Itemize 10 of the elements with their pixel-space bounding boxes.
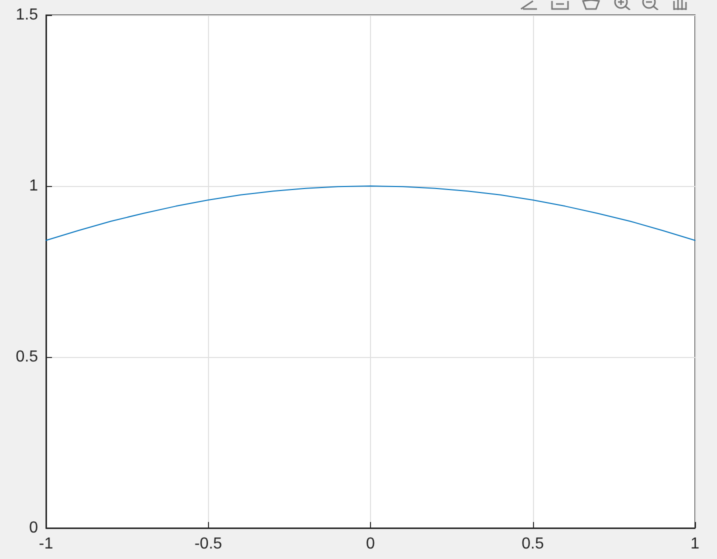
line-series: [46, 186, 696, 241]
x-tick-label: -0.5: [194, 536, 222, 552]
y-tick-label: 1: [29, 178, 38, 194]
x-tick-label: 0.5: [522, 536, 544, 552]
x-tick-label: 1: [690, 536, 700, 552]
y-tick-label: 0.5: [16, 348, 38, 366]
x-tick-label: -1: [38, 536, 54, 552]
y-tick-label: 1.5: [16, 6, 38, 24]
x-tick-label: 0: [366, 536, 376, 552]
y-tick-label: 0: [29, 520, 38, 536]
